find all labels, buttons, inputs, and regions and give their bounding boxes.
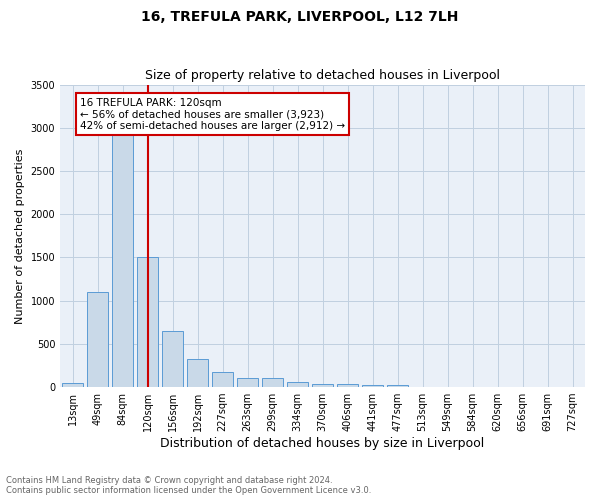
- Bar: [162, 331, 183, 387]
- Bar: [337, 384, 358, 387]
- Text: Contains HM Land Registry data © Crown copyright and database right 2024.
Contai: Contains HM Land Registry data © Crown c…: [6, 476, 371, 495]
- X-axis label: Distribution of detached houses by size in Liverpool: Distribution of detached houses by size …: [160, 437, 485, 450]
- Bar: [112, 132, 133, 387]
- Bar: [262, 378, 283, 387]
- Bar: [87, 292, 108, 387]
- Bar: [362, 385, 383, 387]
- Bar: [212, 372, 233, 387]
- Text: 16 TREFULA PARK: 120sqm
← 56% of detached houses are smaller (3,923)
42% of semi: 16 TREFULA PARK: 120sqm ← 56% of detache…: [80, 98, 345, 130]
- Bar: [62, 383, 83, 387]
- Y-axis label: Number of detached properties: Number of detached properties: [15, 148, 25, 324]
- Bar: [137, 258, 158, 387]
- Title: Size of property relative to detached houses in Liverpool: Size of property relative to detached ho…: [145, 69, 500, 82]
- Bar: [387, 386, 408, 387]
- Bar: [237, 378, 258, 387]
- Bar: [187, 358, 208, 387]
- Bar: [287, 382, 308, 387]
- Bar: [312, 384, 333, 387]
- Text: 16, TREFULA PARK, LIVERPOOL, L12 7LH: 16, TREFULA PARK, LIVERPOOL, L12 7LH: [142, 10, 458, 24]
